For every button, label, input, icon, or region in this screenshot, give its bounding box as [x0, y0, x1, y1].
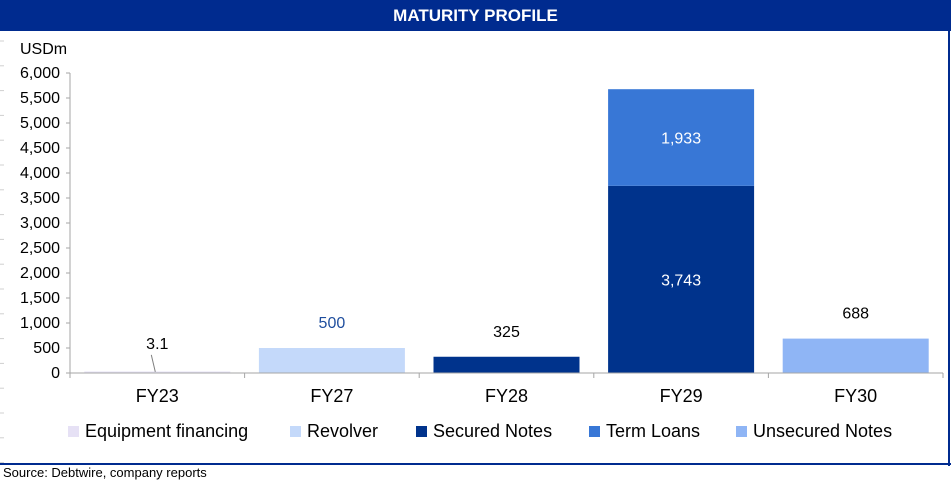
data-label-leader	[150, 354, 156, 372]
bar	[84, 371, 231, 373]
bottom-border	[0, 463, 951, 465]
y-tick-label: 5,000	[20, 115, 60, 132]
legend-swatch	[736, 426, 747, 437]
right-border	[948, 31, 950, 466]
data-label: 3,743	[661, 272, 701, 289]
x-tick-label: FY28	[485, 386, 528, 406]
legend-swatch	[589, 426, 600, 437]
y-tick-label: 2,500	[20, 240, 60, 257]
legend-swatch	[68, 426, 79, 437]
y-axis: 0 500 1,000 1,500 2,000 2,500 3,000 3,500 4,000 4…	[0, 40, 71, 463]
y-tick-label: 6,000	[20, 65, 60, 82]
legend-label: Equipment financing	[85, 421, 248, 441]
y-tick-label: 4,500	[20, 140, 60, 157]
data-label: 1,933	[661, 131, 701, 148]
data-label: 325	[493, 324, 520, 341]
y-tick-label: 500	[33, 340, 60, 357]
y-tick-label: 3,500	[20, 190, 60, 207]
legend-label: Revolver	[307, 421, 378, 441]
y-tick-label: 4,000	[20, 165, 60, 182]
bar	[433, 356, 580, 373]
x-axis: FY23 FY27 FY28 FY29 FY30	[69, 372, 944, 406]
bar	[608, 185, 755, 373]
y-tick-label: 1,500	[20, 290, 60, 307]
bar	[608, 89, 755, 186]
chart-title: MATURITY PROFILE	[0, 0, 951, 31]
y-tick-label: 1,000	[20, 315, 60, 332]
data-label: 688	[842, 306, 869, 323]
y-tick-label: 3,000	[20, 215, 60, 232]
legend-label: Term Loans	[606, 421, 700, 441]
legend-label: Secured Notes	[433, 421, 552, 441]
y-tick-label: 5,500	[20, 90, 60, 107]
legend-swatch	[290, 426, 301, 437]
bars-group: 3.1 500 325 3,743 1,933 688	[84, 89, 929, 373]
source-note: Source: Debtwire, company reports	[3, 465, 207, 480]
x-tick-label: FY30	[834, 386, 877, 406]
data-label: 3.1	[146, 336, 168, 353]
maturity-chart: USDm 0 500 1,000 1,500 2,000 2,500 3,000 3,500 4…	[0, 40, 944, 463]
legend: Equipment financing Revolver Secured Notes…	[68, 421, 892, 441]
y-tick-label: 0	[51, 365, 60, 382]
legend-swatch	[416, 426, 427, 437]
y-tick-label: 2,000	[20, 265, 60, 282]
data-label: 500	[319, 315, 346, 332]
x-tick-label: FY23	[136, 386, 179, 406]
y-axis-unit-label: USDm	[20, 41, 67, 58]
legend-label: Unsecured Notes	[753, 421, 892, 441]
bar	[258, 348, 405, 373]
x-tick-label: FY27	[310, 386, 353, 406]
x-tick-label: FY29	[660, 386, 703, 406]
bar	[782, 338, 929, 373]
